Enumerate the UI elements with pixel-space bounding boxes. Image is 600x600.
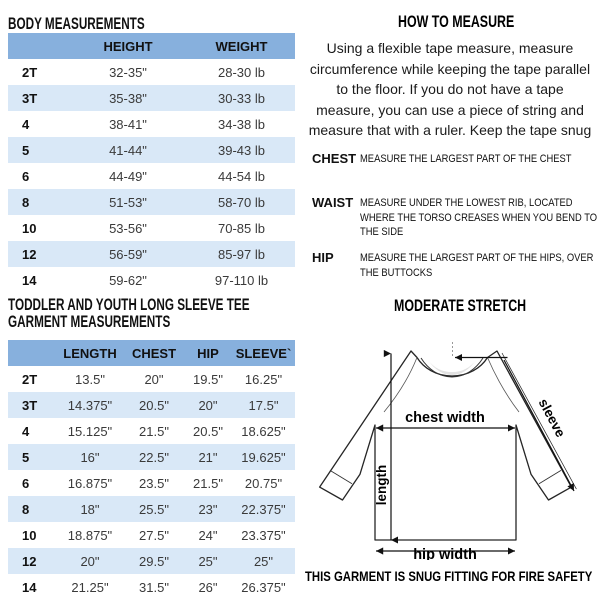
svg-text:chest width: chest width [405,410,485,426]
svg-text:hip width: hip width [413,547,477,560]
svg-text:length: length [374,465,389,506]
